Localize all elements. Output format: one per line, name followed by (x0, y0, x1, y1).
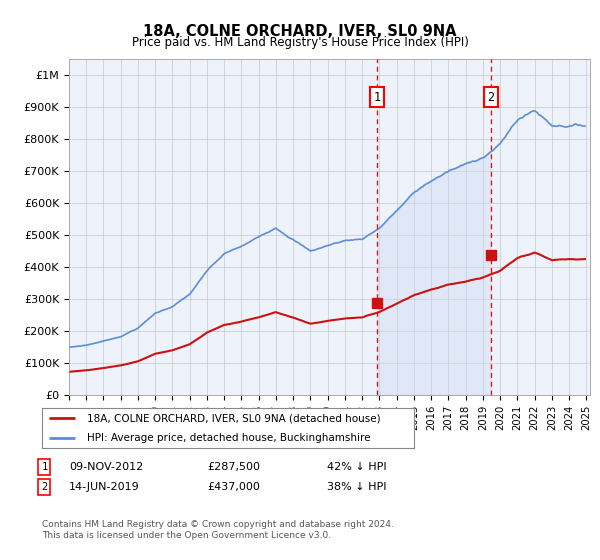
Text: 2: 2 (487, 91, 494, 104)
Text: 18A, COLNE ORCHARD, IVER, SL0 9NA (detached house): 18A, COLNE ORCHARD, IVER, SL0 9NA (detac… (86, 413, 380, 423)
Text: 38% ↓ HPI: 38% ↓ HPI (327, 482, 386, 492)
Text: Price paid vs. HM Land Registry's House Price Index (HPI): Price paid vs. HM Land Registry's House … (131, 36, 469, 49)
Text: HPI: Average price, detached house, Buckinghamshire: HPI: Average price, detached house, Buck… (86, 432, 370, 442)
Text: 18A, COLNE ORCHARD, IVER, SL0 9NA: 18A, COLNE ORCHARD, IVER, SL0 9NA (143, 24, 457, 39)
Text: 1: 1 (41, 462, 47, 472)
Text: 14-JUN-2019: 14-JUN-2019 (69, 482, 140, 492)
Text: £437,000: £437,000 (207, 482, 260, 492)
Text: £287,500: £287,500 (207, 462, 260, 472)
Text: 1: 1 (374, 91, 381, 104)
Text: Contains HM Land Registry data © Crown copyright and database right 2024.
This d: Contains HM Land Registry data © Crown c… (42, 520, 394, 540)
Text: 42% ↓ HPI: 42% ↓ HPI (327, 462, 386, 472)
Text: 09-NOV-2012: 09-NOV-2012 (69, 462, 143, 472)
Text: 2: 2 (41, 482, 47, 492)
